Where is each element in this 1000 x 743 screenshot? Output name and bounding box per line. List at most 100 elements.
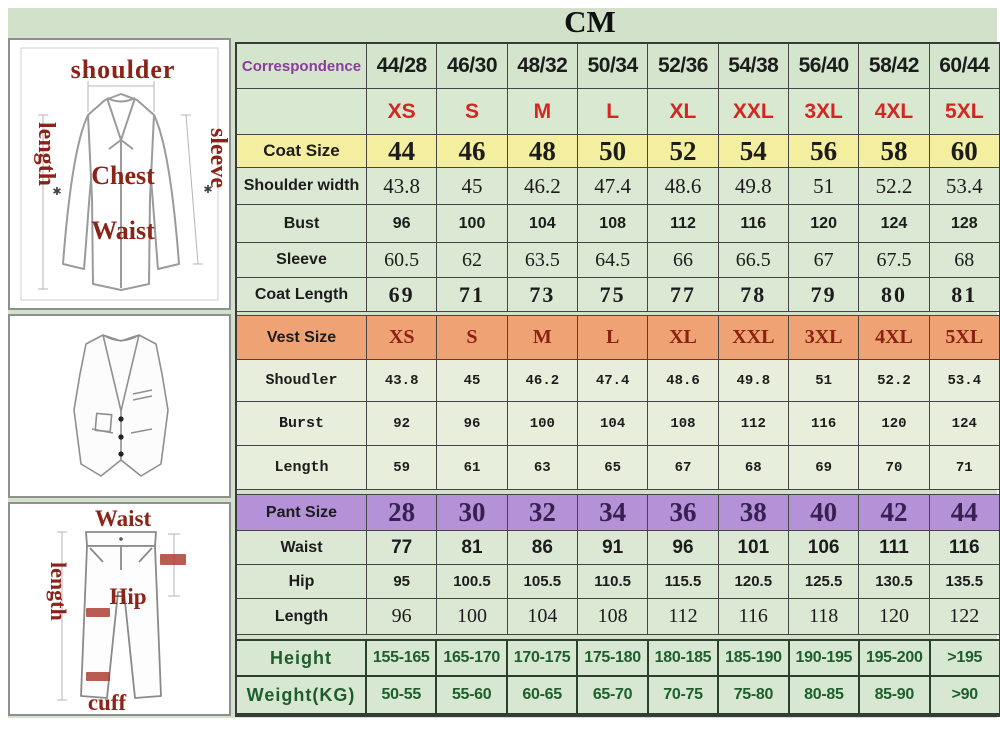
table-cell: 5XL	[929, 316, 999, 360]
table-cell: 56/40	[788, 44, 860, 89]
table-cell: XXL	[718, 89, 789, 135]
row-label: Pant Size	[237, 495, 367, 531]
table-cell: 53.4	[929, 168, 999, 205]
table-cell: 165-170	[437, 641, 508, 677]
right-tick-mark: ✱	[203, 184, 212, 196]
table-cell: 60.5	[367, 243, 438, 278]
row-label: Shoulder width	[237, 168, 367, 205]
table-row-length: Length 59 61 63 65 67 68 69 70 71	[237, 446, 999, 490]
table-cell: 77	[648, 278, 719, 312]
table-cell: XS	[367, 316, 438, 360]
table-cell: 48.6	[648, 168, 719, 205]
table-cell: 190-195	[789, 641, 861, 677]
table-cell: 58/42	[859, 44, 930, 89]
table-cell: 69	[788, 446, 860, 490]
table-cell: 96	[367, 205, 438, 243]
table-row-coat-size: Coat Size 44 46 48 50 52 54 56 58 60	[237, 135, 999, 168]
table-cell: 38	[718, 495, 789, 531]
table-cell: 43.8	[367, 168, 438, 205]
table-cell: 120	[859, 599, 930, 635]
table-cell: 46.2	[507, 360, 578, 402]
table-cell: 100.5	[437, 565, 508, 599]
row-label: Correspondence	[237, 44, 367, 89]
table-cell: 45	[437, 168, 508, 205]
table-cell: 68	[718, 446, 789, 490]
jacket-diagram: ✱ ✱ shoulder length sleeve Chest Waist	[8, 38, 231, 310]
table-row-hip: Hip 95 100.5 105.5 110.5 115.5 120.5 125.5 130.5…	[237, 565, 999, 599]
table-cell: 135.5	[929, 565, 999, 599]
table-cell: 100	[437, 205, 508, 243]
table-row-shoudler: Shoudler 43.8 45 46.2 47.4 48.6 49.8 51 52.2 53.4	[237, 360, 999, 402]
table-cell: 67	[788, 243, 860, 278]
table-cell: 60-65	[507, 677, 579, 715]
page-title: CM	[564, 4, 616, 39]
table-cell: 52.2	[859, 360, 930, 402]
table-cell: 80-85	[789, 677, 861, 715]
table-cell: 92	[367, 402, 438, 446]
table-row-sizes: XS S M L XL XXL 3XL 4XL 5XL	[237, 89, 999, 135]
table-cell: 64.5	[577, 243, 649, 278]
table-cell: 43.8	[367, 360, 438, 402]
table-cell: 122	[929, 599, 999, 635]
table-cell: 73	[507, 278, 578, 312]
table-cell: 62	[437, 243, 508, 278]
table-cell: 60/44	[929, 44, 999, 89]
table-cell: 40	[788, 495, 860, 531]
table-cell: 47.4	[577, 168, 649, 205]
table-cell: 68	[929, 243, 999, 278]
table-cell: 77	[367, 531, 438, 565]
table-cell: 61	[437, 446, 508, 490]
table-cell: 48	[507, 135, 578, 168]
table-cell: 46	[437, 135, 508, 168]
table-cell: 115.5	[648, 565, 719, 599]
row-label: Length	[237, 599, 367, 635]
table-row-burst: Burst 92 96 100 104 108 112 116 120 124	[237, 402, 999, 446]
table-cell: 46.2	[507, 168, 578, 205]
table-cell: 36	[648, 495, 719, 531]
pants-small-annotations	[86, 554, 186, 681]
table-cell: 91	[577, 531, 649, 565]
table-row-length: Length 96 100 104 108 112 116 118 120 122	[237, 599, 999, 635]
table-cell: 48.6	[648, 360, 719, 402]
table-cell: 180-185	[648, 641, 720, 677]
table-cell: 116	[788, 402, 860, 446]
table-cell: 124	[929, 402, 999, 446]
table-cell: 71	[929, 446, 999, 490]
table-cell: 120.5	[718, 565, 789, 599]
table-cell: 66	[648, 243, 719, 278]
row-label: Coat Length	[237, 278, 367, 312]
row-label: Vest Size	[237, 316, 367, 360]
table-cell: 120	[788, 205, 860, 243]
row-label: Height	[237, 641, 367, 677]
table-cell: 67.5	[859, 243, 930, 278]
table-cell: 69	[367, 278, 438, 312]
table-cell: S	[437, 316, 508, 360]
table-cell: 125.5	[788, 565, 860, 599]
pants-hip-label: Hip	[109, 584, 146, 609]
table-cell: 44/28	[367, 44, 438, 89]
table-cell: 53.4	[929, 360, 999, 402]
pants-waist-label: Waist	[95, 506, 152, 531]
table-cell: 80	[859, 278, 930, 312]
table-cell: 155-165	[367, 641, 438, 677]
table-cell: 44	[929, 495, 999, 531]
table-cell: 5XL	[929, 89, 999, 135]
table-cell: 175-180	[578, 641, 649, 677]
row-label: Weight(KG)	[237, 677, 367, 715]
table-row-sleeve: Sleeve 60.5 62 63.5 64.5 66 66.5 67 67.5 68	[237, 243, 999, 278]
table-cell: 47.4	[577, 360, 649, 402]
table-cell: 71	[437, 278, 508, 312]
table-cell: M	[507, 316, 578, 360]
row-label: Burst	[237, 402, 367, 446]
jacket-length-label: length	[33, 122, 59, 186]
table-cell: >195	[930, 641, 999, 677]
row-label: Sleeve	[237, 243, 367, 278]
pants-button	[119, 537, 123, 541]
table-row-coat-length: Coat Length 69 71 73 75 77 78 79 80 81	[237, 278, 999, 312]
table-cell: 112	[648, 599, 719, 635]
jacket-outline	[62, 93, 180, 291]
jacket-shoulder-label: shoulder	[71, 55, 176, 84]
table-cell: 45	[437, 360, 508, 402]
table-cell: L	[577, 316, 649, 360]
table-cell: 96	[437, 402, 508, 446]
